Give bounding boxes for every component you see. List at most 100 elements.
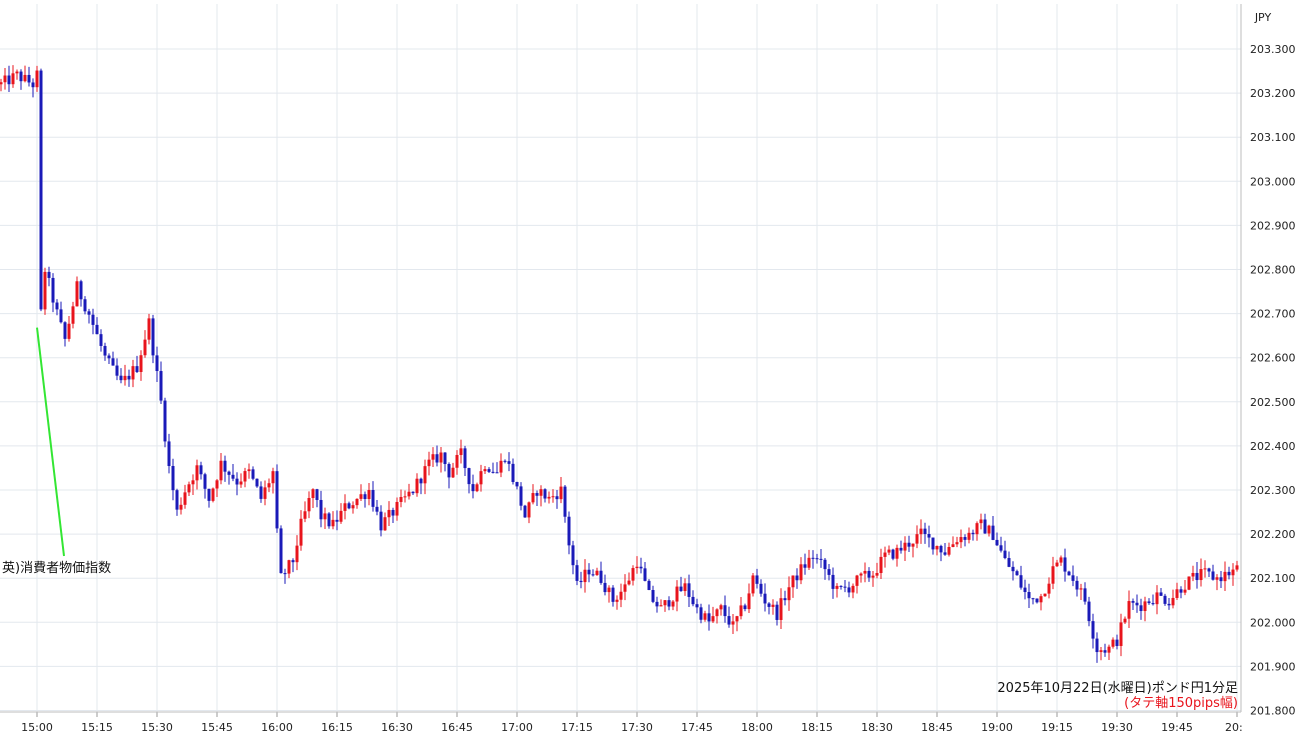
candle-body xyxy=(1055,562,1059,567)
candle xyxy=(579,571,583,589)
candle xyxy=(539,485,543,507)
candle xyxy=(399,489,403,508)
candle-body xyxy=(203,474,207,489)
candle-body xyxy=(783,598,787,601)
candle-body xyxy=(27,74,31,83)
candle xyxy=(883,546,887,568)
candle xyxy=(567,511,571,555)
time-tick-label: 15:45 xyxy=(201,721,233,734)
candle xyxy=(475,482,479,493)
candle-body xyxy=(591,574,595,576)
candle xyxy=(747,583,751,613)
candle xyxy=(451,462,455,478)
candle xyxy=(491,462,495,474)
candle xyxy=(1067,570,1071,576)
candle xyxy=(627,572,631,586)
candle-body xyxy=(451,467,455,478)
candle-body xyxy=(807,557,811,568)
candle-body xyxy=(1191,572,1195,577)
candle xyxy=(1063,548,1067,582)
candle-body xyxy=(359,494,363,499)
candle xyxy=(419,477,423,495)
candle xyxy=(915,525,919,549)
candle-body xyxy=(911,543,915,547)
candle-body xyxy=(127,375,131,380)
time-tick-label: 15:15 xyxy=(81,721,113,734)
candle xyxy=(1199,558,1203,587)
candle-body xyxy=(767,603,771,607)
candle xyxy=(79,279,83,307)
candle xyxy=(655,596,659,613)
candle-body xyxy=(431,454,435,460)
candle-body xyxy=(223,460,227,472)
candle-body xyxy=(1087,601,1091,622)
candle-body xyxy=(427,459,431,467)
candle xyxy=(555,490,559,509)
candle-body xyxy=(951,544,955,547)
candle-body xyxy=(875,573,879,576)
candle xyxy=(467,467,471,494)
candle-body xyxy=(47,271,51,278)
candle xyxy=(847,581,851,598)
candle xyxy=(159,361,163,404)
candle-body xyxy=(879,556,883,574)
price-tick-label: 203.100 xyxy=(1250,131,1296,144)
candle xyxy=(167,433,171,474)
candle-body xyxy=(851,585,855,593)
candle xyxy=(659,599,663,607)
candle-body xyxy=(1095,638,1099,653)
candle-body xyxy=(1135,602,1139,606)
candle-body xyxy=(267,483,271,488)
candle-body xyxy=(1043,593,1047,597)
candle-body xyxy=(87,311,91,315)
candle-body xyxy=(279,528,283,574)
candle xyxy=(535,490,539,506)
candle xyxy=(1107,644,1111,660)
candle xyxy=(899,540,903,554)
candle-body xyxy=(759,583,763,594)
candle xyxy=(311,488,315,509)
candle-body xyxy=(971,532,975,535)
grid-lines xyxy=(0,4,1241,717)
candle-body xyxy=(439,452,443,463)
candle xyxy=(631,565,635,586)
candle-body xyxy=(411,491,415,494)
candles xyxy=(0,65,1239,663)
candle xyxy=(543,488,547,503)
candle-body xyxy=(863,570,867,574)
candle-body xyxy=(383,517,387,531)
candle xyxy=(1007,551,1011,568)
candle xyxy=(363,491,367,508)
candle-body xyxy=(155,355,159,372)
candle-body xyxy=(419,478,423,484)
candle xyxy=(359,484,363,501)
candle-body xyxy=(763,593,767,604)
candle-body xyxy=(1139,605,1143,612)
candle-body xyxy=(743,605,747,610)
candle-body xyxy=(331,519,335,527)
candle xyxy=(323,507,327,530)
price-tick-label: 203.000 xyxy=(1250,175,1296,188)
candle-body xyxy=(271,471,275,484)
candle xyxy=(1059,555,1063,566)
candle xyxy=(751,572,755,597)
candle xyxy=(195,459,199,490)
time-tick-label: 18:30 xyxy=(861,721,893,734)
candle-body xyxy=(1215,577,1219,580)
candle xyxy=(1131,598,1135,610)
candle xyxy=(967,527,971,544)
candle-body xyxy=(115,365,119,376)
candle-body xyxy=(187,484,191,493)
candle-body xyxy=(1211,571,1215,580)
candle xyxy=(735,615,739,632)
candle xyxy=(107,353,111,365)
candle-body xyxy=(83,299,87,312)
candle xyxy=(839,585,843,590)
candle-body xyxy=(1183,589,1187,593)
candle-body xyxy=(551,496,555,498)
candle-body xyxy=(31,82,35,88)
time-tick-label: 17:45 xyxy=(681,721,713,734)
candle xyxy=(1235,560,1239,572)
candle xyxy=(91,308,95,335)
candle xyxy=(59,301,63,324)
